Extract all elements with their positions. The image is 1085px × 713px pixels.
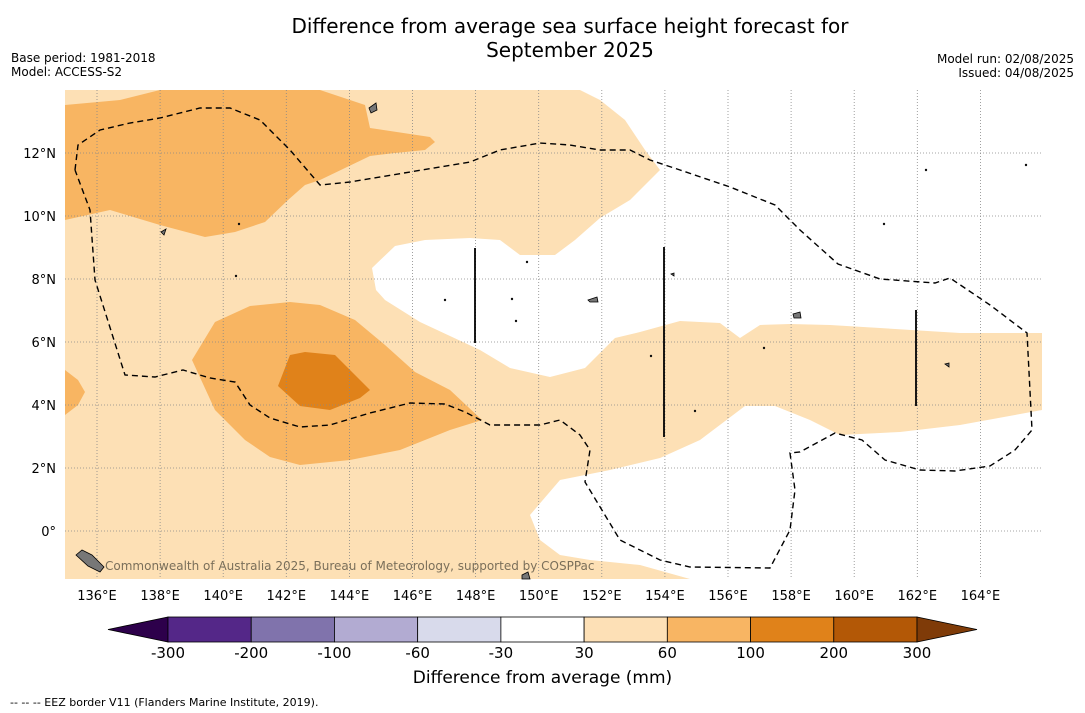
lon-tick-label: 144°E bbox=[330, 589, 370, 604]
colorbar-segment bbox=[167, 616, 252, 643]
colorbar-tick-label: 200 bbox=[819, 644, 848, 662]
lon-tick-label: 150°E bbox=[519, 589, 559, 604]
colorbar-segment bbox=[666, 616, 751, 643]
model-name: Model: ACCESS-S2 bbox=[11, 65, 123, 79]
lat-tick-label: 4°N bbox=[32, 399, 57, 414]
lon-tick-label: 148°E bbox=[456, 589, 496, 604]
lat-tick-label: 10°N bbox=[23, 210, 56, 225]
lon-tick-label: 142°E bbox=[267, 589, 307, 604]
lat-tick-label: 0° bbox=[41, 525, 56, 540]
colorbar-segment bbox=[750, 616, 835, 643]
colorbar-tick-label: -100 bbox=[317, 644, 351, 662]
colorbar-tick-label: 100 bbox=[736, 644, 765, 662]
colorbar-tick-label: 60 bbox=[658, 644, 677, 662]
model-run-date: Model run: 02/08/2025 bbox=[936, 52, 1074, 66]
lon-tick-label: 146°E bbox=[393, 589, 433, 604]
run-info: Model run: 02/08/2025 Issued: 04/08/2025 bbox=[937, 52, 1074, 80]
lat-tick-label: 12°N bbox=[23, 147, 56, 162]
colorbar-segment bbox=[833, 616, 918, 643]
colorbar-min-arrow bbox=[107, 616, 169, 643]
lon-tick-label: 158°E bbox=[771, 589, 811, 604]
shading-below-30-southeast bbox=[530, 406, 1042, 579]
map-title: Difference from average sea surface heig… bbox=[0, 14, 1085, 62]
model-info: Base period: 1981-2018 Model: ACCESS-S2 bbox=[11, 51, 156, 79]
map-gridlines bbox=[65, 90, 1042, 579]
map-title-line2: September 2025 bbox=[486, 38, 654, 62]
data-credit: Commonwealth of Australia 2025, Bureau o… bbox=[105, 559, 595, 573]
eez-border-line bbox=[74, 107, 1033, 569]
colorbar-segment bbox=[334, 616, 419, 643]
lon-tick-label: 136°E bbox=[77, 589, 117, 604]
colorbar-tick-label: -60 bbox=[405, 644, 430, 662]
issued-date: Issued: 04/08/2025 bbox=[958, 66, 1074, 80]
lat-tick-label: 8°N bbox=[32, 273, 57, 288]
lon-tick-label: 156°E bbox=[708, 589, 748, 604]
colorbar-tick-label: -300 bbox=[151, 644, 185, 662]
lon-tick-label: 164°E bbox=[961, 589, 1001, 604]
colorbar-max-arrow bbox=[916, 616, 978, 643]
colorbar-segment bbox=[500, 616, 585, 643]
eez-footnote: -- -- -- EEZ border V11 (Flanders Marine… bbox=[10, 696, 319, 709]
colorbar-tick-label: 30 bbox=[575, 644, 594, 662]
colorbar-segment bbox=[583, 616, 668, 643]
latitude-labels: 12°N 10°N 8°N 6°N 4°N 2°N 0° bbox=[23, 147, 56, 540]
longitude-labels: 136°E 138°E 140°E 142°E 144°E 146°E 148°E 150°E… bbox=[77, 589, 1000, 604]
colorbar-tick-label: -30 bbox=[489, 644, 514, 662]
colorbar: -300 -200 -100 -60 -30 30 60 100 200 300 bbox=[107, 616, 978, 662]
lon-tick-label: 162°E bbox=[898, 589, 938, 604]
islands bbox=[75, 102, 1028, 580]
shading-60-100-northwest bbox=[65, 90, 435, 237]
map-title-line1: Difference from average sea surface heig… bbox=[291, 14, 849, 38]
lon-tick-label: 140°E bbox=[203, 589, 243, 604]
lon-tick-label: 152°E bbox=[582, 589, 622, 604]
shading-100-200-central bbox=[278, 352, 370, 410]
lon-tick-label: 138°E bbox=[140, 589, 180, 604]
colorbar-segment bbox=[250, 616, 335, 643]
colorbar-tick-label: 300 bbox=[903, 644, 932, 662]
lat-tick-label: 2°N bbox=[32, 462, 57, 477]
colorbar-title: Difference from average (mm) bbox=[412, 668, 673, 688]
colorbar-segment bbox=[417, 616, 502, 643]
colorbar-tick-label: -200 bbox=[234, 644, 268, 662]
boundary-segments bbox=[474, 247, 917, 437]
map-plot-area bbox=[65, 90, 1042, 579]
shading-below-30-east bbox=[372, 90, 1042, 377]
lon-tick-label: 160°E bbox=[834, 589, 874, 604]
lon-tick-label: 154°E bbox=[645, 589, 685, 604]
shading-60-100-west-edge bbox=[65, 370, 85, 415]
base-period: Base period: 1981-2018 bbox=[11, 51, 156, 65]
lat-tick-label: 6°N bbox=[32, 336, 57, 351]
